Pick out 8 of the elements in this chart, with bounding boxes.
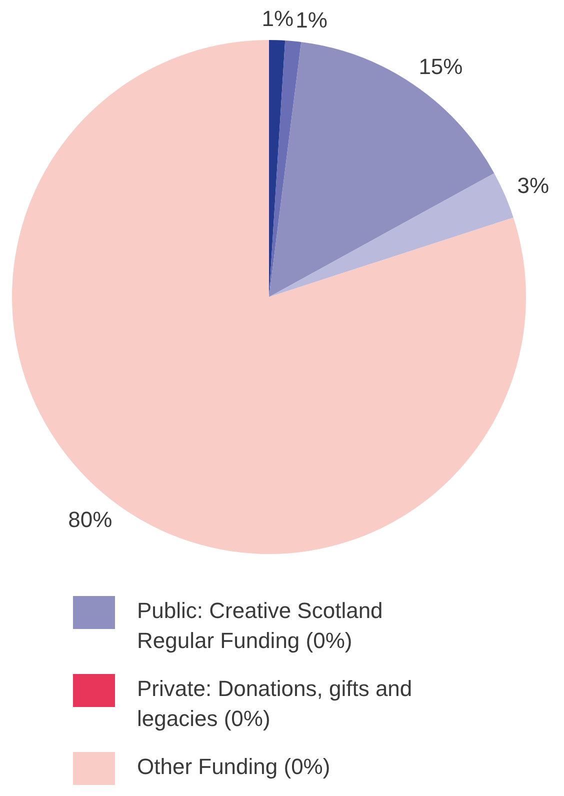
legend-label: Private: Donations, gifts and legacies (0%) — [137, 675, 414, 733]
data-label: 1% — [262, 6, 294, 32]
legend-label: Other Funding (0%) — [137, 753, 332, 781]
legend-label: Public: Creative Scotland Regular Funding (0%) — [137, 597, 384, 655]
data-label: 3% — [517, 173, 550, 198]
data-label: 15% — [418, 54, 463, 79]
data-label: 80% — [68, 507, 112, 532]
data-label: 1% — [296, 7, 328, 32]
